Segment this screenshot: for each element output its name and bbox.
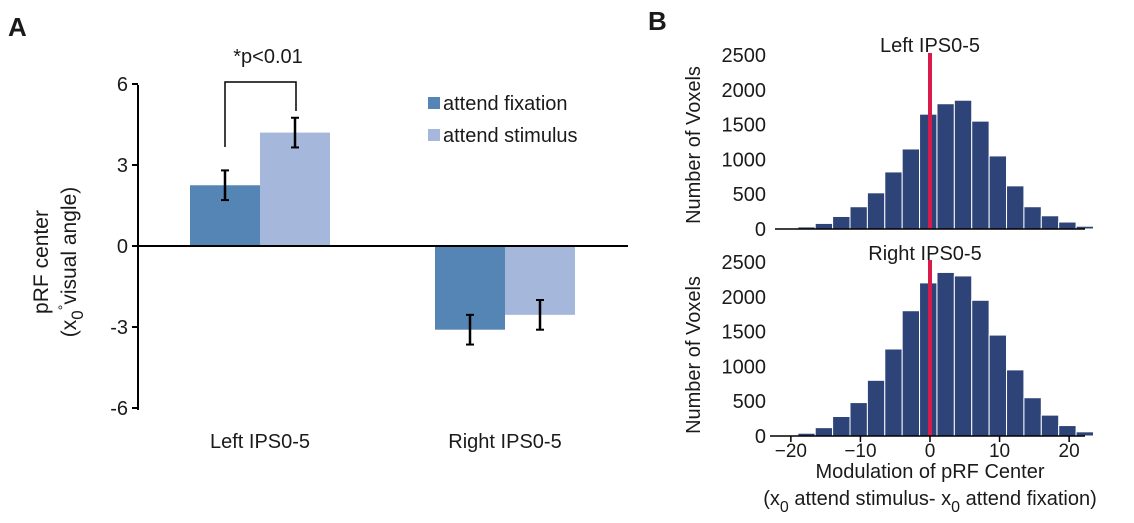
hist-2-ytick-5: 2500 bbox=[722, 252, 767, 274]
hist-bar-2-9 bbox=[936, 271, 955, 437]
hist-bar-1-14 bbox=[1023, 206, 1042, 230]
a-ylabel-sup: ° bbox=[55, 305, 71, 311]
panel-b-top-histogram: Left IPS0-5 0 500 1000 1500 2000 2500 Number … bbox=[683, 35, 1094, 241]
b2-xtick-label-2: 0 bbox=[925, 441, 936, 462]
hist-bar-2-11 bbox=[971, 299, 990, 437]
hist-bar-1-7 bbox=[901, 148, 921, 230]
hist-2-ytick-2: 1000 bbox=[722, 356, 767, 378]
legend-swatch-attend-stimulus bbox=[428, 129, 440, 141]
hist-1-ytick-1: 500 bbox=[733, 184, 766, 206]
hist-2-ytick-0: 0 bbox=[755, 426, 766, 448]
b2-xlabel2-tail: attend fixation) bbox=[960, 488, 1097, 510]
b2-ylabel: Number of Voxels bbox=[683, 276, 705, 434]
b2-xlabel2-sub1: 0 bbox=[780, 499, 789, 516]
hist-bar-1-13 bbox=[1006, 185, 1025, 230]
hist-bar-2-13 bbox=[1006, 369, 1025, 437]
hist-bar-2-16 bbox=[1058, 425, 1077, 437]
hist-bar-2-12 bbox=[988, 334, 1008, 437]
hist-bar-1-4 bbox=[849, 206, 868, 230]
a-ytick-label-2: 0 bbox=[117, 236, 128, 258]
legend-label-attend-fixation: attend fixation bbox=[443, 93, 568, 115]
significance-bracket bbox=[224, 81, 297, 147]
hist-bar-2-7 bbox=[901, 310, 921, 437]
a-ytick-label-0: 6 bbox=[117, 74, 128, 96]
a-ytick-label-4: -6 bbox=[110, 398, 128, 420]
bar-attend-stimulus-0 bbox=[260, 132, 330, 246]
b1-title: Left IPS0-5 bbox=[880, 35, 980, 57]
a-legend: attend fixation attend stimulus bbox=[428, 93, 578, 147]
legend-swatch-attend-fixation bbox=[428, 97, 440, 109]
a-ylabel-sub: 0 bbox=[68, 310, 87, 319]
hist-1-ytick-5: 2500 bbox=[722, 45, 767, 67]
b2-xtick-label-1: −10 bbox=[844, 441, 876, 462]
hist-bar-2-15 bbox=[1040, 414, 1060, 437]
hist-bar-2-14 bbox=[1023, 397, 1042, 437]
hist-bar-1-15 bbox=[1040, 215, 1060, 230]
hist-bar-1-16 bbox=[1058, 221, 1077, 230]
hist-1-ytick-4: 2000 bbox=[722, 80, 767, 102]
b2-xlabel: Modulation of pRF Center bbox=[815, 461, 1044, 483]
hist-bar-2-10 bbox=[953, 275, 973, 437]
hist-bar-1-9 bbox=[936, 103, 955, 230]
a-category-label-1: Right IPS0-5 bbox=[448, 431, 561, 453]
a-ylabel-tail: visual angle) bbox=[58, 187, 81, 305]
significance-label: *p<0.01 bbox=[233, 46, 303, 68]
a-ytick-label-3: -3 bbox=[110, 317, 128, 339]
b2-xlabel-line2: (x0 attend stimulus- x0 attend fixation) bbox=[763, 488, 1097, 516]
hist-bar-1-3 bbox=[832, 215, 851, 230]
b1-ylabel: Number of Voxels bbox=[683, 66, 705, 224]
hist-bar-1-5 bbox=[866, 192, 886, 230]
hist-1-ytick-0: 0 bbox=[755, 219, 766, 241]
hist-bar-2-5 bbox=[866, 379, 886, 437]
b2-xlabel2-sub2: 0 bbox=[951, 499, 960, 516]
panel-a-bar-chart: 6 3 0 -3 -6 Left IPS0-5 Right IPS0-5 pRF cent… bbox=[30, 46, 628, 453]
hist-2-ytick-3: 1500 bbox=[722, 322, 767, 344]
a-ylabel-line1: pRF center bbox=[30, 210, 53, 314]
b2-title: Right IPS0-5 bbox=[868, 243, 981, 265]
b2-xlabel2-mid: attend stimulus- x bbox=[789, 488, 951, 510]
hist-1-ytick-2: 1000 bbox=[722, 149, 767, 171]
b2-xlabel2-open: (x bbox=[763, 488, 780, 510]
hist-bar-1-2 bbox=[814, 222, 834, 230]
b2-xtick-label-4: 20 bbox=[1059, 441, 1080, 462]
hist-bar-2-6 bbox=[884, 348, 903, 437]
a-ylabel-line2: (x0°visual angle) bbox=[55, 187, 87, 337]
a-category-label-0: Left IPS0-5 bbox=[210, 431, 310, 453]
hist-bar-1-12 bbox=[988, 155, 1008, 230]
a-ytick-label-1: 3 bbox=[117, 155, 128, 177]
hist-bar-2-2 bbox=[814, 427, 834, 437]
hist-2-ytick-4: 2000 bbox=[722, 287, 767, 309]
hist-bar-1-11 bbox=[971, 120, 990, 230]
hist-1-ytick-3: 1500 bbox=[722, 115, 767, 137]
b2-xtick-label-3: 10 bbox=[989, 441, 1010, 462]
hist-bar-2-4 bbox=[849, 402, 868, 437]
panel-label-a: A bbox=[8, 12, 27, 42]
a-ylabel-open: (x bbox=[58, 319, 81, 337]
hist-bar-1-10 bbox=[953, 99, 973, 230]
hist-bar-2-3 bbox=[832, 416, 851, 437]
panel-label-b: B bbox=[648, 6, 667, 36]
b2-xtick-label-0: −20 bbox=[775, 441, 807, 462]
hist-2-ytick-1: 500 bbox=[733, 391, 766, 413]
legend-label-attend-stimulus: attend stimulus bbox=[443, 125, 578, 147]
hist-bar-1-6 bbox=[884, 171, 903, 230]
a-y-axis-label: pRF center (x0°visual angle) bbox=[30, 187, 87, 337]
